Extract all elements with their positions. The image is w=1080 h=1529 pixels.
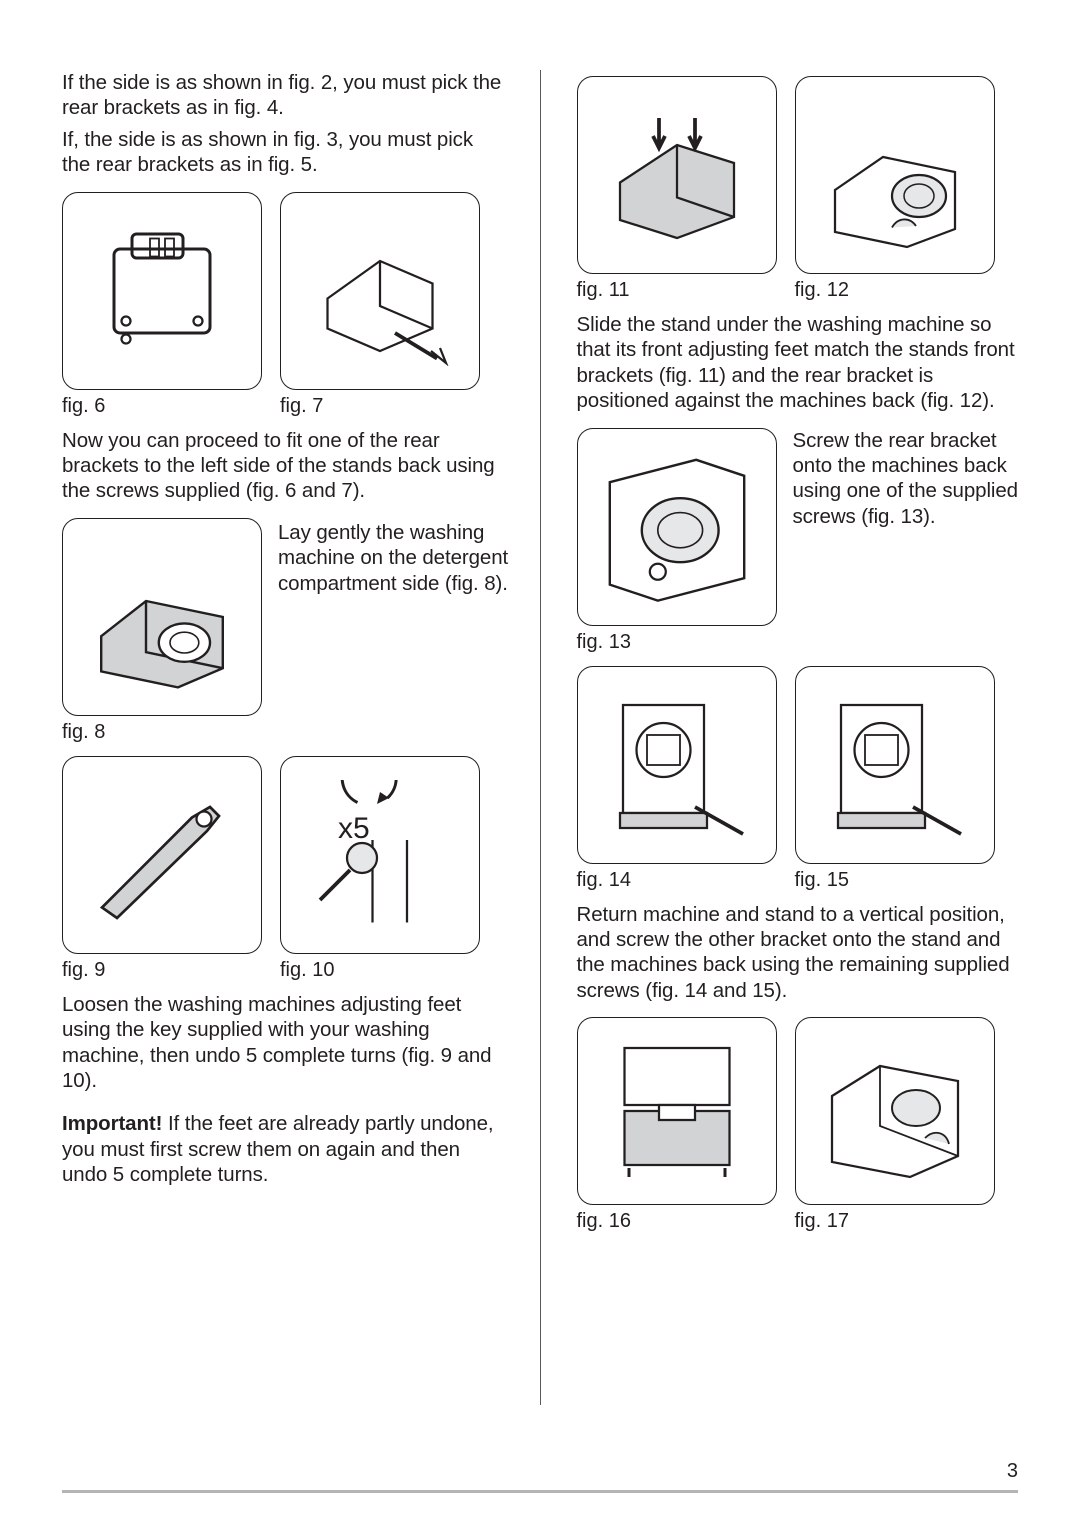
figure-14: fig. 14 xyxy=(577,666,777,902)
manual-page: If the side is as shown in fig. 2, you m… xyxy=(0,0,1080,1529)
intro-text-2: If, the side is as shown in fig. 3, you … xyxy=(62,127,504,178)
figure-7: fig. 7 xyxy=(280,192,480,428)
figure-13-side-text: Screw the rear bracket onto the machines… xyxy=(793,428,1037,530)
figure-13: fig. 13 xyxy=(577,428,777,654)
figure-row-16-17: fig. 16 fig. 17 xyxy=(577,1017,1019,1243)
important-note: Important! If the feet are already partl… xyxy=(62,1111,504,1187)
figure-9-caption: fig. 9 xyxy=(62,958,262,982)
figure-17-illustration xyxy=(795,1017,995,1205)
left-column: If the side is as shown in fig. 2, you m… xyxy=(62,70,504,1405)
intro-text-1: If the side is as shown in fig. 2, you m… xyxy=(62,70,504,121)
figure-13-caption: fig. 13 xyxy=(577,630,777,654)
figure-10-overlay-text: x5 xyxy=(338,812,370,846)
figure-6-illustration xyxy=(62,192,262,390)
figure-9-illustration xyxy=(62,756,262,954)
page-number: 3 xyxy=(1007,1460,1018,1483)
figure-10-caption: fig. 10 xyxy=(280,958,480,982)
text-after-14-15: Return machine and stand to a vertical p… xyxy=(577,902,1019,1004)
figure-14-caption: fig. 14 xyxy=(577,868,777,892)
figure-8-illustration xyxy=(62,518,262,716)
column-divider xyxy=(540,70,541,1405)
figure-15: fig. 15 xyxy=(795,666,995,902)
figure-16-caption: fig. 16 xyxy=(577,1209,777,1233)
two-column-layout: If the side is as shown in fig. 2, you m… xyxy=(62,70,1018,1405)
figure-12-illustration xyxy=(795,76,995,274)
figure-10: x5 fig. 10 xyxy=(280,756,480,992)
figure-14-illustration xyxy=(577,666,777,864)
figure-10-illustration xyxy=(280,756,480,954)
figure-15-caption: fig. 15 xyxy=(795,868,995,892)
figure-8-side-text: Lay gently the washing machine on the de… xyxy=(278,520,522,596)
figure-16-illustration xyxy=(577,1017,777,1205)
figure-11-caption: fig. 11 xyxy=(577,278,777,302)
figure-7-caption: fig. 7 xyxy=(280,394,480,418)
figure-row-14-15: fig. 14 fig. 15 xyxy=(577,666,1019,902)
figure-15-illustration xyxy=(795,666,995,864)
figure-7-illustration xyxy=(280,192,480,390)
figure-13-illustration xyxy=(577,428,777,626)
right-column: fig. 11 fig. 12 Slide the stand under th… xyxy=(577,70,1019,1405)
figure-row-6-7: fig. 6 fig. 7 xyxy=(62,192,504,428)
figure-8: fig. 8 xyxy=(62,518,262,744)
figure-6-caption: fig. 6 xyxy=(62,394,262,418)
figure-12: fig. 12 xyxy=(795,76,995,312)
figure-16: fig. 16 xyxy=(577,1017,777,1243)
figure-9: fig. 9 xyxy=(62,756,262,992)
figure-11-illustration xyxy=(577,76,777,274)
important-label: Important! xyxy=(62,1112,162,1135)
figure-8-caption: fig. 8 xyxy=(62,720,262,744)
figure-12-caption: fig. 12 xyxy=(795,278,995,302)
footer-rule xyxy=(62,1490,1018,1493)
figure-6: fig. 6 xyxy=(62,192,262,428)
figure-13-block: fig. 13 Screw the rear bracket onto the … xyxy=(577,428,1019,660)
figure-17: fig. 17 xyxy=(795,1017,995,1243)
figure-row-11-12: fig. 11 fig. 12 xyxy=(577,76,1019,312)
figure-11: fig. 11 xyxy=(577,76,777,312)
text-after-9-10: Loosen the washing machines adjusting fe… xyxy=(62,992,504,1094)
text-after-6-7: Now you can proceed to fit one of the re… xyxy=(62,428,504,504)
figure-row-9-10: fig. 9 x5 fig. 10 xyxy=(62,756,504,992)
text-after-11-12: Slide the stand under the washing machin… xyxy=(577,312,1019,414)
figure-17-caption: fig. 17 xyxy=(795,1209,995,1233)
figure-8-block: fig. 8 Lay gently the washing machine on… xyxy=(62,518,504,748)
